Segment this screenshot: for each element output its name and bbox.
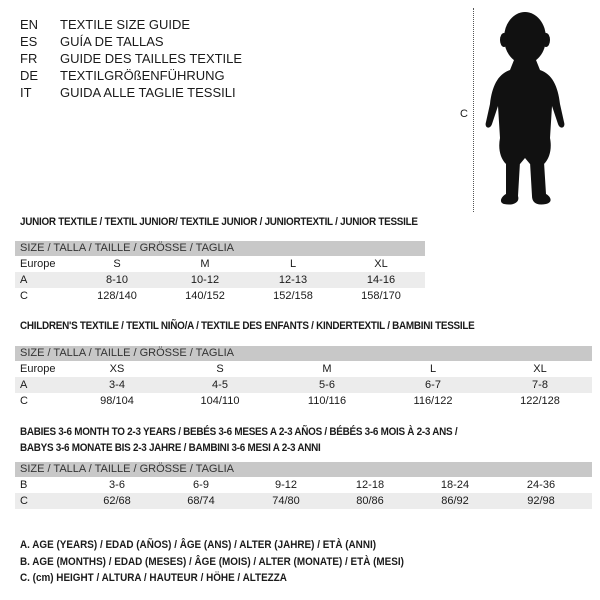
junior-size-table: SIZE / TALLA / TAILLE / GRÖSSE / TAGLIA E… (15, 241, 425, 304)
guide-title: GUIDA ALLE TAGLIE TESSILI (60, 85, 236, 100)
babies-section-title-line2: BABYS 3-6 MONATE BIS 2-3 JAHRE / BAMBINI… (20, 442, 321, 454)
babies-size-table: SIZE / TALLA / TAILLE / GRÖSSE / TAGLIA B… (15, 462, 592, 509)
row-label: Europe (20, 258, 56, 270)
table-cell: 68/74 (187, 495, 215, 507)
table-cell: 3-4 (109, 379, 125, 391)
legend-b: B. AGE (MONTHS) / EDAD (MESES) / ÂGE (MO… (20, 556, 404, 568)
table-cell: 8-10 (105, 274, 129, 286)
row-label: C (20, 395, 28, 407)
table-row: A 3-4 4-5 5-6 6-7 7-8 (15, 377, 592, 393)
table-cell: 24-36 (526, 479, 556, 491)
table-cell: 104/110 (200, 395, 240, 407)
table-cell: 62/68 (103, 495, 131, 507)
table-row: C 128/140 140/152 152/158 158/170 (15, 288, 425, 304)
height-label: C (460, 108, 468, 120)
table-row: B 3-6 6-9 9-12 12-18 18-24 24-36 (15, 477, 592, 493)
table-cell: S (216, 363, 224, 375)
lang-code: FR (20, 51, 38, 66)
height-measure-line (473, 8, 474, 212)
lang-code: IT (20, 85, 32, 100)
table-cell: 5-6 (319, 379, 335, 391)
row-label: C (20, 290, 28, 302)
guide-title: TEXTILE SIZE GUIDE (60, 17, 191, 32)
table-cell: M (322, 363, 332, 375)
babies-section-title-line1: BABIES 3-6 MONTH TO 2-3 YEARS / BEBÉS 3-… (20, 426, 458, 438)
table-cell: 12-18 (355, 479, 385, 491)
table-cell: S (113, 258, 121, 270)
table-cell: 10-12 (190, 274, 220, 286)
table-cell: 122/128 (520, 395, 560, 407)
table-cell: 14-16 (366, 274, 396, 286)
table-cell: M (200, 258, 210, 270)
table-cell: 9-12 (274, 479, 298, 491)
table-cell: XL (533, 363, 547, 375)
legend-c: C. (cm) HEIGHT / ALTURA / HAUTEUR / HÖHE… (20, 572, 287, 584)
table-cell: L (289, 258, 297, 270)
table-cell: XS (109, 363, 125, 375)
table-cell: 6-7 (425, 379, 441, 391)
table-cell: 12-13 (278, 274, 308, 286)
table-cell: 152/158 (273, 290, 313, 302)
children-section-title: CHILDREN'S TEXTILE / TEXTIL NIÑO/A / TEX… (20, 320, 475, 332)
table-cell: 140/152 (185, 290, 225, 302)
lang-code: ES (20, 34, 38, 49)
lang-code: EN (20, 17, 39, 32)
table-row: A 8-10 10-12 12-13 14-16 (15, 272, 425, 288)
children-size-table: SIZE / TALLA / TAILLE / GRÖSSE / TAGLIA E… (15, 346, 592, 409)
table-cell: 18-24 (440, 479, 470, 491)
table-row: Europe S M L XL (15, 256, 425, 272)
table-cell: 74/80 (272, 495, 300, 507)
table-cell: 7-8 (532, 379, 548, 391)
table-cell: L (429, 363, 437, 375)
table-cell: 110/116 (307, 395, 347, 407)
row-label: B (20, 479, 28, 491)
baby-silhouette-icon (485, 12, 565, 205)
table-header: SIZE / TALLA / TAILLE / GRÖSSE / TAGLIA (15, 241, 425, 256)
junior-section-title: JUNIOR TEXTILE / TEXTIL JUNIOR/ TEXTILE … (20, 216, 418, 228)
table-cell: 6-9 (193, 479, 209, 491)
guide-title: TEXTILGRÖßENFÜHRUNG (60, 68, 225, 83)
row-label: A (20, 274, 28, 286)
table-cell: 98/104 (100, 395, 134, 407)
row-label: Europe (20, 363, 56, 375)
table-cell: 4-5 (212, 379, 228, 391)
table-cell: 80/86 (356, 495, 384, 507)
guide-title: GUÍA DE TALLAS (60, 34, 164, 49)
table-row: Europe XS S M L XL (15, 361, 592, 377)
table-cell: 86/92 (441, 495, 469, 507)
table-header: SIZE / TALLA / TAILLE / GRÖSSE / TAGLIA (15, 346, 592, 361)
table-cell: XL (374, 258, 388, 270)
table-cell: 3-6 (109, 479, 125, 491)
table-cell: 158/170 (361, 290, 401, 302)
legend-a: A. AGE (YEARS) / EDAD (AÑOS) / ÂGE (ANS)… (20, 539, 377, 551)
table-row: C 98/104 104/110 110/116 116/122 122/128 (15, 393, 592, 409)
table-cell: 116/122 (413, 395, 453, 407)
lang-code: DE (20, 68, 39, 83)
table-cell: 92/98 (527, 495, 555, 507)
table-row: C 62/68 68/74 74/80 80/86 86/92 92/98 (15, 493, 592, 509)
table-header: SIZE / TALLA / TAILLE / GRÖSSE / TAGLIA (15, 462, 592, 477)
table-cell: 128/140 (97, 290, 137, 302)
guide-title: GUIDE DES TAILLES TEXTILE (60, 51, 243, 66)
row-label: A (20, 379, 28, 391)
row-label: C (20, 495, 28, 507)
